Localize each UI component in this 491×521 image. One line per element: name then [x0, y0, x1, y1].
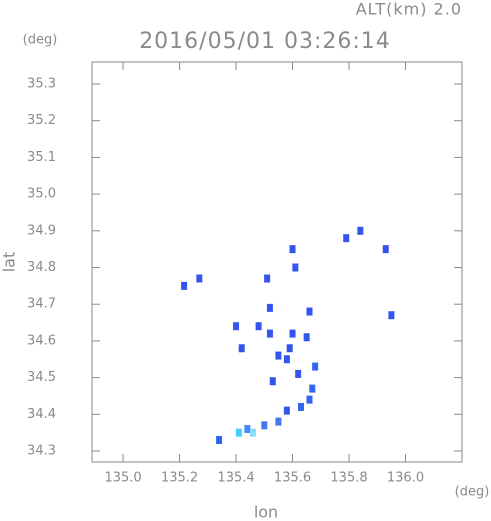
echo — [275, 417, 282, 426]
echo — [303, 333, 310, 342]
echo — [295, 369, 302, 378]
echo — [357, 226, 364, 235]
y-tick-label: 34.3 — [27, 443, 56, 458]
echo — [266, 303, 273, 312]
y-tick-label: 35.2 — [27, 113, 56, 128]
echo — [216, 435, 223, 444]
y-tick-label: 34.6 — [27, 333, 56, 348]
echo — [283, 406, 290, 415]
x-tick-label: 135.2 — [161, 471, 198, 486]
x-axis-label: lon — [254, 503, 278, 521]
echo — [181, 281, 188, 290]
echo — [249, 428, 256, 437]
echo — [309, 384, 316, 393]
y-tick-label: 34.4 — [27, 407, 56, 422]
echo — [388, 311, 395, 320]
x-tick-label: 135.0 — [104, 471, 141, 486]
y-tick-label: 34.9 — [27, 223, 56, 238]
x-tick-label: 136.0 — [387, 471, 424, 486]
y-axis-label: lat — [0, 252, 19, 273]
echo — [382, 245, 389, 254]
echo — [261, 421, 268, 430]
x-unit: (deg) — [455, 485, 490, 500]
x-tick-label: 135.6 — [274, 471, 311, 486]
plot-frame — [91, 61, 463, 463]
altitude-label: ALT(km) 2.0 — [356, 0, 462, 19]
echo — [275, 351, 282, 360]
y-tick-label: 35.1 — [27, 150, 56, 165]
echo — [233, 322, 240, 331]
chart-title: 2016/05/01 03:26:14 — [139, 29, 391, 54]
echo — [283, 355, 290, 364]
echo — [244, 424, 251, 433]
echo — [306, 395, 313, 404]
y-tick-label: 34.7 — [27, 297, 56, 312]
y-unit: (deg) — [23, 33, 58, 48]
echo — [286, 344, 293, 353]
y-tick-label: 34.8 — [27, 260, 56, 275]
x-tick-label: 135.8 — [330, 471, 367, 486]
echo — [298, 402, 305, 411]
echo — [235, 428, 242, 437]
echo — [312, 362, 319, 371]
echo — [196, 274, 203, 283]
echo — [289, 329, 296, 338]
echo — [306, 307, 313, 316]
y-tick-label: 35.0 — [27, 187, 56, 202]
echo — [289, 245, 296, 254]
y-tick-label: 35.3 — [27, 77, 56, 92]
echo — [266, 329, 273, 338]
echo — [292, 263, 299, 272]
y-tick-label: 34.5 — [27, 370, 56, 385]
echo — [255, 322, 262, 331]
echo — [343, 234, 350, 243]
echo — [269, 377, 276, 386]
echo — [264, 274, 271, 283]
echo — [238, 344, 245, 353]
x-tick-label: 135.4 — [217, 471, 254, 486]
